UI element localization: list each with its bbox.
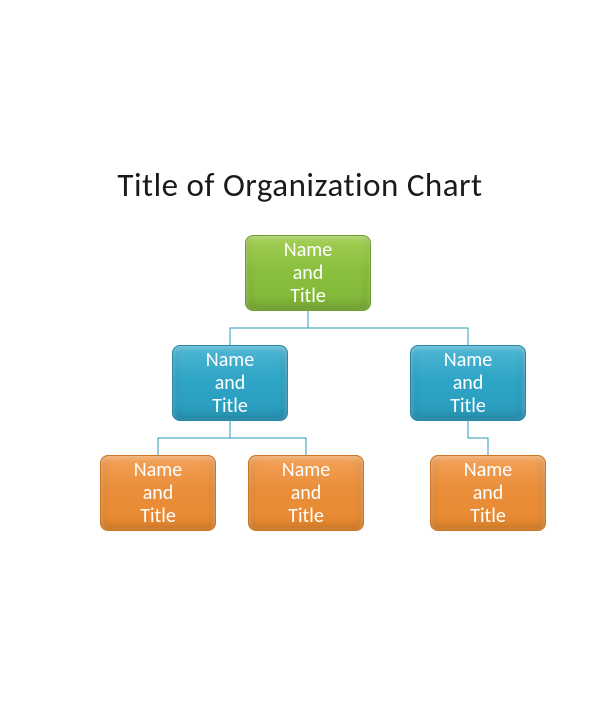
node-root: Name and Title xyxy=(245,235,371,311)
node-c1: Name and Title xyxy=(100,455,216,531)
node-c2: Name and Title xyxy=(248,455,364,531)
chart-title: Title of Organization Chart xyxy=(0,165,600,205)
node-c3: Name and Title xyxy=(430,455,546,531)
org-chart: Title of Organization Chart Name and Tit… xyxy=(0,0,600,720)
node-m1: Name and Title xyxy=(172,345,288,421)
node-m2: Name and Title xyxy=(410,345,526,421)
